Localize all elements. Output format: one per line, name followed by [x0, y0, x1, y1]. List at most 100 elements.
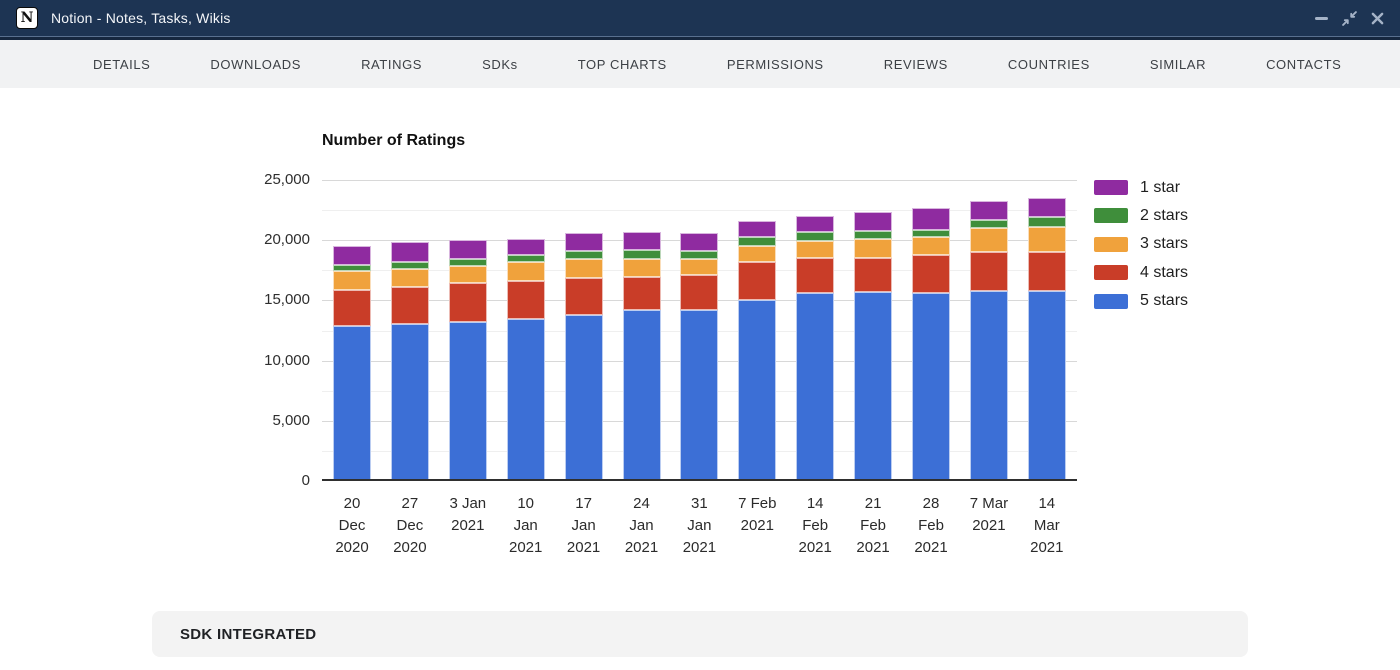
- bar-segment-2-stars[interactable]: [796, 232, 835, 241]
- stacked-bar[interactable]: [969, 200, 1008, 482]
- bar-segment-3-stars[interactable]: [622, 259, 661, 277]
- stacked-bar[interactable]: [622, 232, 661, 482]
- bar-segment-2-stars[interactable]: [390, 262, 429, 269]
- bar-segment-1-star[interactable]: [1027, 198, 1066, 218]
- bar-segment-5-stars[interactable]: [796, 293, 835, 481]
- bar-segment-5-stars[interactable]: [1027, 290, 1066, 481]
- tab-ratings[interactable]: RATINGS: [361, 56, 423, 72]
- bar-segment-4-stars[interactable]: [564, 277, 603, 315]
- stacked-bar[interactable]: [680, 232, 719, 481]
- stacked-bar[interactable]: [854, 212, 893, 481]
- minor-gridline: [322, 210, 1077, 212]
- stacked-bar[interactable]: [448, 239, 487, 482]
- restore-button[interactable]: [1340, 9, 1358, 27]
- tab-downloads[interactable]: DOWNLOADS: [210, 56, 302, 72]
- bar-segment-5-stars[interactable]: [912, 292, 950, 481]
- minimize-button[interactable]: [1312, 9, 1330, 27]
- legend-item-2-stars[interactable]: 2 stars: [1094, 207, 1188, 224]
- bar-segment-5-stars[interactable]: [854, 292, 893, 481]
- bar-segment-1-star[interactable]: [854, 212, 893, 231]
- bar-segment-4-stars[interactable]: [333, 289, 371, 327]
- bar-segment-1-star[interactable]: [564, 233, 603, 251]
- legend-item-3-stars[interactable]: 3 stars: [1094, 235, 1188, 252]
- bar-segment-1-star[interactable]: [680, 232, 719, 251]
- sdk-integrated-section-header[interactable]: SDK INTEGRATED: [152, 611, 1248, 657]
- bar-segment-3-stars[interactable]: [564, 259, 603, 278]
- tab-permissions[interactable]: PERMISSIONS: [726, 56, 824, 72]
- bar-segment-5-stars[interactable]: [969, 290, 1008, 482]
- bar-segment-3-stars[interactable]: [680, 259, 719, 275]
- bar-segment-4-stars[interactable]: [854, 258, 893, 293]
- bar-segment-5-stars[interactable]: [448, 322, 487, 481]
- bar-segment-1-star[interactable]: [390, 241, 429, 263]
- bar-segment-3-stars[interactable]: [738, 245, 777, 263]
- bar-segment-4-stars[interactable]: [448, 282, 487, 323]
- tab-contacts[interactable]: CONTACTS: [1266, 56, 1342, 72]
- bar-segment-4-stars[interactable]: [796, 258, 835, 294]
- stacked-bar[interactable]: [796, 215, 835, 481]
- bar-segment-2-stars[interactable]: [448, 259, 487, 266]
- bar-segment-3-stars[interactable]: [912, 237, 950, 255]
- stacked-bar[interactable]: [564, 233, 603, 481]
- bar-segment-5-stars[interactable]: [564, 314, 603, 481]
- bar-segment-4-stars[interactable]: [506, 280, 545, 319]
- bar-segment-3-stars[interactable]: [333, 270, 371, 290]
- bar-segment-1-star[interactable]: [912, 208, 950, 230]
- bar-segment-4-stars[interactable]: [390, 286, 429, 325]
- bar-segment-1-star[interactable]: [622, 232, 661, 250]
- bar-segment-4-stars[interactable]: [680, 274, 719, 311]
- stacked-bar[interactable]: [1027, 198, 1066, 481]
- bar-segment-4-stars[interactable]: [912, 254, 950, 293]
- bar-segment-5-stars[interactable]: [333, 326, 371, 481]
- bar-segment-3-stars[interactable]: [854, 238, 893, 259]
- bar-segment-1-star[interactable]: [448, 239, 487, 260]
- bar-segment-2-stars[interactable]: [506, 254, 545, 263]
- bar-segment-2-stars[interactable]: [680, 250, 719, 260]
- bar-segment-1-star[interactable]: [796, 215, 835, 233]
- tab-countries[interactable]: COUNTRIES: [1007, 56, 1090, 72]
- bar-segment-2-stars[interactable]: [912, 229, 950, 238]
- legend-item-5-stars[interactable]: 5 stars: [1094, 292, 1188, 309]
- bar-segment-2-stars[interactable]: [1027, 217, 1066, 228]
- bar-segment-2-stars[interactable]: [969, 219, 1008, 229]
- bar-segment-3-stars[interactable]: [390, 268, 429, 287]
- bar-segment-2-stars[interactable]: [738, 236, 777, 246]
- bar-segment-3-stars[interactable]: [448, 265, 487, 283]
- bar-segment-1-star[interactable]: [506, 238, 545, 255]
- stacked-bar[interactable]: [912, 208, 950, 481]
- bar-segment-3-stars[interactable]: [1027, 227, 1066, 252]
- bar-segment-2-stars[interactable]: [854, 230, 893, 239]
- tab-reviews[interactable]: REVIEWS: [883, 56, 948, 72]
- bar-segment-4-stars[interactable]: [622, 276, 661, 311]
- bar-segment-2-stars[interactable]: [333, 264, 371, 271]
- stacked-bar[interactable]: [333, 245, 371, 481]
- bar-segment-1-star[interactable]: [738, 220, 777, 237]
- stacked-bar[interactable]: [390, 241, 429, 482]
- bar-segment-3-stars[interactable]: [969, 228, 1008, 253]
- bar-segment-2-stars[interactable]: [564, 250, 603, 260]
- bar-segment-3-stars[interactable]: [506, 262, 545, 281]
- bar-segment-5-stars[interactable]: [680, 310, 719, 481]
- stacked-bar[interactable]: [738, 220, 777, 481]
- bar-segment-4-stars[interactable]: [738, 262, 777, 300]
- tab-top-charts[interactable]: TOP CHARTS: [577, 56, 667, 72]
- bar-segment-3-stars[interactable]: [796, 240, 835, 259]
- x-axis-tick-label: 7 Mar 2021: [969, 495, 1009, 534]
- bar-segment-5-stars[interactable]: [390, 324, 429, 481]
- minimize-icon: [1314, 16, 1328, 20]
- bar-segment-5-stars[interactable]: [506, 318, 545, 481]
- bar-segment-4-stars[interactable]: [1027, 251, 1066, 291]
- bar-segment-5-stars[interactable]: [622, 310, 661, 482]
- tab-sdks[interactable]: SDKs: [482, 56, 518, 72]
- stacked-bar[interactable]: [506, 238, 545, 481]
- tab-similar[interactable]: SIMILAR: [1149, 56, 1207, 72]
- tab-details[interactable]: DETAILS: [93, 56, 151, 72]
- bar-segment-1-star[interactable]: [333, 245, 371, 265]
- bar-segment-2-stars[interactable]: [622, 249, 661, 260]
- bar-segment-4-stars[interactable]: [969, 252, 1008, 291]
- close-button[interactable]: [1368, 9, 1386, 27]
- bar-segment-5-stars[interactable]: [738, 299, 777, 481]
- bar-segment-1-star[interactable]: [969, 200, 1008, 220]
- legend-item-4-stars[interactable]: 4 stars: [1094, 264, 1188, 281]
- legend-item-1-star[interactable]: 1 star: [1094, 179, 1188, 196]
